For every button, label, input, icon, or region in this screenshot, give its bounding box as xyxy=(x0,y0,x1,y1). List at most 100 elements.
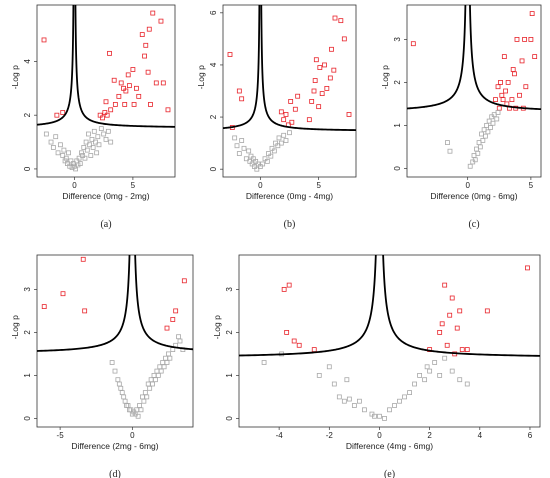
significant-point xyxy=(227,52,233,57)
points-group xyxy=(41,256,187,419)
significant-point xyxy=(60,110,66,115)
nonsignificant-point xyxy=(98,126,104,132)
significant-point xyxy=(532,54,538,59)
significant-point xyxy=(317,65,323,70)
significant-point xyxy=(332,15,338,21)
nonsignificant-point xyxy=(477,144,483,150)
nonsignificant-point xyxy=(142,390,148,396)
significant-point xyxy=(139,32,145,37)
threshold-curve xyxy=(37,5,75,126)
nonsignificant-point xyxy=(341,398,347,404)
nonsignificant-point xyxy=(101,131,107,137)
nonsignificant-point xyxy=(88,153,94,158)
significant-point xyxy=(312,78,318,83)
x-tick-label: 0 xyxy=(72,181,77,190)
x-tick-label: 5 xyxy=(131,181,136,190)
threshold-curve xyxy=(239,255,377,357)
nonsignificant-point xyxy=(137,403,142,408)
threshold-curve xyxy=(382,255,540,357)
significant-point xyxy=(291,338,297,344)
significant-point xyxy=(148,102,153,107)
nonsignificant-point xyxy=(254,166,260,172)
y-tick-label: 0 xyxy=(209,166,218,171)
nonsignificant-point xyxy=(105,128,111,134)
nonsignificant-point xyxy=(144,394,150,400)
x-tick-label: -2 xyxy=(326,431,334,440)
significant-point xyxy=(54,112,60,118)
nonsignificant-point xyxy=(55,150,61,156)
significant-point xyxy=(108,107,114,113)
nonsignificant-point xyxy=(57,142,63,148)
significant-point xyxy=(158,18,164,24)
significant-point xyxy=(454,325,460,331)
significant-point xyxy=(116,93,122,99)
nonsignificant-point xyxy=(147,385,153,391)
significant-point xyxy=(449,295,455,301)
x-tick-label: 0 xyxy=(130,431,135,440)
significant-point xyxy=(505,80,511,85)
nonsignificant-point xyxy=(170,347,176,353)
points-group xyxy=(410,11,538,169)
nonsignificant-point xyxy=(331,381,337,387)
nonsignificant-point xyxy=(275,143,281,149)
nonsignificant-point xyxy=(72,163,77,169)
nonsignificant-point xyxy=(53,134,59,140)
y-tick-label: 1 xyxy=(23,373,32,378)
significant-point xyxy=(503,88,509,94)
panel-a: 0 5 0 2 4 Difference (0mg - 2mg) -Log p (a) xyxy=(10,4,176,230)
nonsignificant-point xyxy=(344,377,350,383)
y-axis-label: -Log p xyxy=(380,65,390,89)
significant-point xyxy=(528,37,534,42)
significant-point xyxy=(153,80,159,86)
nonsignificant-point xyxy=(278,140,284,146)
significant-point xyxy=(126,83,132,89)
nonsignificant-point xyxy=(148,377,154,383)
significant-point xyxy=(519,58,525,64)
significant-point xyxy=(104,112,110,118)
plot-frame xyxy=(36,4,176,178)
significant-point xyxy=(143,42,149,48)
significant-point xyxy=(447,312,453,318)
x-tick-label: 6 xyxy=(528,431,533,440)
significant-point xyxy=(82,308,88,314)
nonsignificant-point xyxy=(377,413,382,419)
significant-point xyxy=(525,265,530,271)
significant-point xyxy=(134,85,139,91)
nonsignificant-point xyxy=(155,372,161,378)
threshold-curve xyxy=(74,5,175,128)
x-tick-label: 0 xyxy=(465,181,470,190)
nonsignificant-point xyxy=(151,372,157,378)
y-tick-label: 2 xyxy=(209,114,218,119)
significant-point xyxy=(173,308,179,314)
nonsignificant-point xyxy=(424,364,430,370)
panel-c: 0 5 0 1 2 3 Difference (0mg - 6mg) -Log p (c) xyxy=(380,4,542,230)
nonsignificant-point xyxy=(115,377,121,383)
significant-point xyxy=(522,37,527,42)
nonsignificant-point xyxy=(475,150,481,156)
nonsignificant-point xyxy=(467,163,473,169)
significant-point xyxy=(150,10,156,16)
nonsignificant-point xyxy=(445,140,450,146)
significant-point xyxy=(60,291,66,297)
y-tick-label: 2 xyxy=(23,330,32,335)
x-axis-label: Difference (4mg - 6mg) xyxy=(346,441,433,451)
significant-point xyxy=(181,278,187,284)
significant-point xyxy=(501,54,507,59)
significant-point xyxy=(311,347,317,353)
significant-point xyxy=(112,102,118,107)
significant-point xyxy=(41,304,47,310)
nonsignificant-point xyxy=(232,135,238,141)
nonsignificant-point xyxy=(351,403,357,408)
x-tick-label: -5 xyxy=(57,431,65,440)
nonsignificant-point xyxy=(93,139,98,145)
x-tick-label: 0 xyxy=(258,181,263,190)
points-group xyxy=(227,15,352,172)
significant-point xyxy=(523,84,529,90)
nonsignificant-point xyxy=(66,150,71,156)
significant-point xyxy=(529,11,535,16)
significant-point xyxy=(459,347,465,353)
significant-point xyxy=(514,37,520,42)
x-tick-label: -4 xyxy=(276,431,284,440)
significant-point xyxy=(295,93,301,99)
